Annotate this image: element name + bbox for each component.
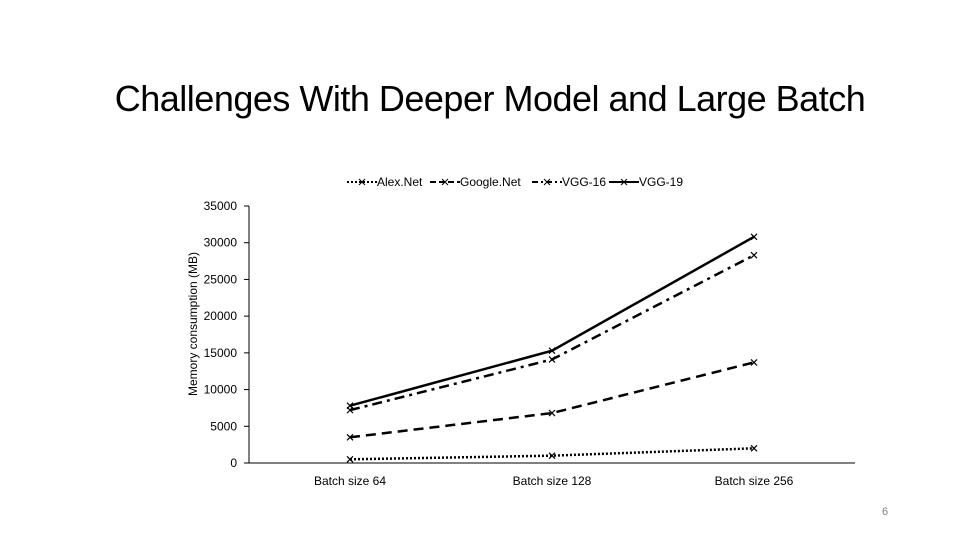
legend-label: Google.Net — [460, 175, 521, 189]
data-point-marker — [346, 455, 354, 463]
legend-label: VGG-19 — [639, 175, 683, 189]
chart-legend: Alex.Net Google.Net VGG-16 VGG-19 — [347, 175, 683, 189]
y-tick-label: 5000 — [210, 419, 237, 433]
legend-marker — [620, 178, 628, 186]
data-point-marker — [548, 356, 556, 363]
series-line-0 — [349, 447, 755, 461]
legend-label: VGG-16 — [562, 175, 606, 189]
legend-marker — [441, 178, 449, 186]
data-point-marker — [548, 409, 556, 417]
page-number: 6 — [881, 506, 889, 518]
legend-label: Alex.Net — [377, 175, 423, 189]
data-point-marker — [346, 433, 354, 441]
y-tick-label: 20000 — [204, 309, 238, 323]
series-line-3 — [349, 235, 755, 407]
data-point-marker — [750, 233, 758, 241]
y-tick-label: 15000 — [204, 346, 238, 360]
slide-title: Challenges With Deeper Model and Large B… — [114, 78, 866, 119]
data-point-marker — [750, 358, 758, 366]
series-line-2 — [349, 254, 755, 412]
y-tick-label: 10000 — [204, 383, 238, 397]
x-tick-label: Batch size 128 — [513, 474, 592, 488]
x-tick-label: Batch size 256 — [715, 474, 794, 488]
x-tick-label: Batch size 64 — [314, 474, 386, 488]
legend-marker — [543, 178, 551, 186]
data-point-marker — [548, 347, 556, 355]
data-point-marker — [750, 444, 758, 452]
y-axis-label: Memory consumption (MB) — [186, 252, 200, 396]
series-group — [346, 233, 758, 463]
legend-marker — [358, 178, 366, 186]
y-tick-label: 30000 — [204, 236, 238, 250]
data-point-marker — [750, 251, 758, 259]
series-line-1 — [349, 361, 755, 439]
y-tick-label: 0 — [230, 456, 237, 470]
data-point-marker — [548, 452, 556, 460]
data-point-marker — [346, 402, 354, 410]
y-tick-label: 25000 — [204, 272, 238, 286]
y-axis: 0 5000 10000 15000 20000 25000 30000 35000 — [204, 199, 250, 470]
y-tick-label: 35000 — [204, 199, 238, 213]
x-axis: Batch size 64 Batch size 128 Batch size 25… — [249, 462, 855, 488]
